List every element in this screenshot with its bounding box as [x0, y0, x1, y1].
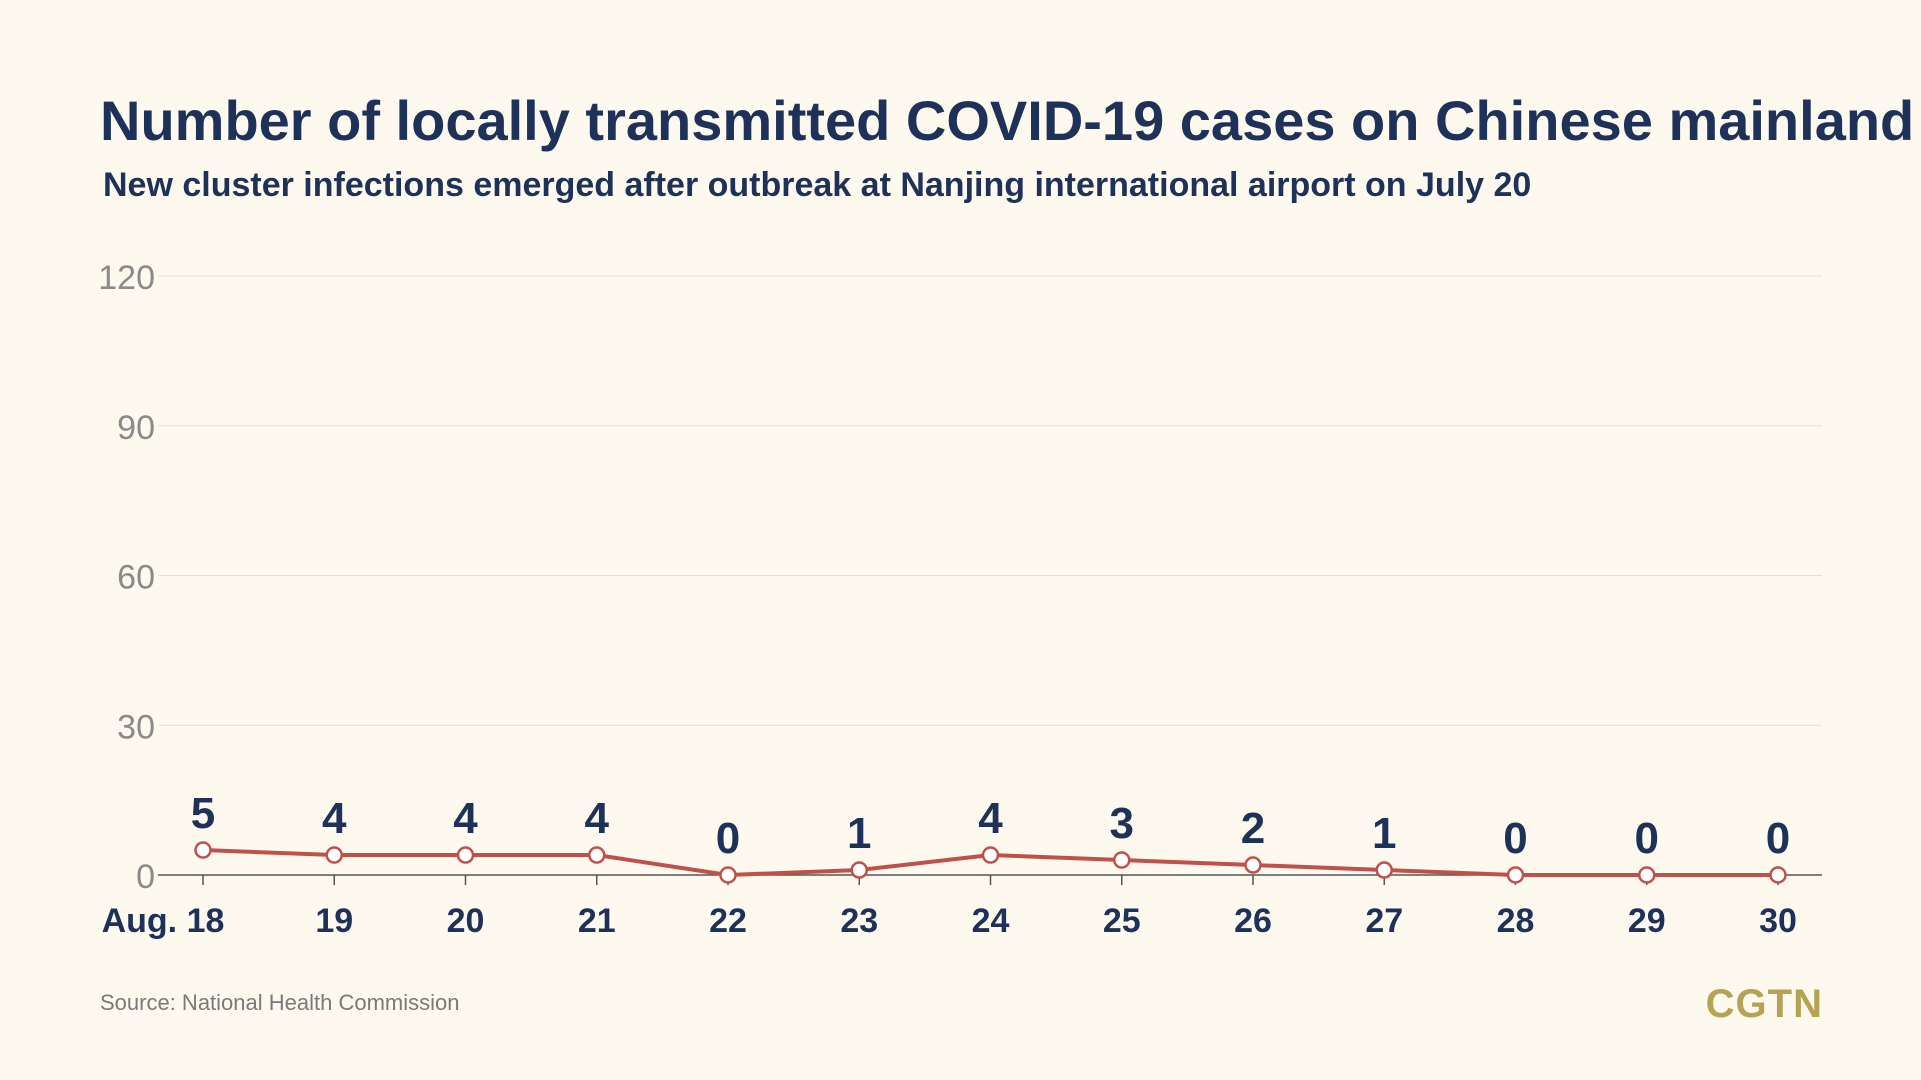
data-point: [194, 841, 212, 859]
y-axis-ticks: 0 30 60 90 120: [98, 259, 155, 896]
cgtn-logo: CGTN: [1705, 982, 1823, 1026]
y-tick-label: 120: [98, 259, 155, 297]
x-tick-label: 24: [972, 902, 1010, 940]
data-point: [719, 866, 737, 884]
chart-subtitle: New cluster infections emerged after out…: [103, 166, 1532, 204]
data-label: 1: [847, 809, 871, 858]
x-tick-label: 28: [1497, 902, 1535, 940]
data-label: 2: [1241, 804, 1265, 853]
data-point: [850, 861, 868, 879]
data-points: [194, 841, 1787, 884]
data-label: 4: [978, 794, 1003, 843]
x-tick-label: 21: [578, 902, 616, 940]
x-tick-label: 22: [709, 902, 747, 940]
y-tick-label: 60: [117, 559, 155, 597]
data-label: 0: [1766, 814, 1790, 863]
x-tick-label: 27: [1365, 902, 1403, 940]
chart-title: Number of locally transmitted COVID-19 c…: [100, 89, 1915, 152]
data-point: [325, 846, 343, 864]
data-point: [1638, 866, 1656, 884]
data-label: 3: [1110, 799, 1134, 848]
data-label: 5: [191, 789, 215, 838]
x-tick-label: 19: [315, 902, 353, 940]
y-tick-label: 0: [136, 858, 155, 896]
x-tick-label: 29: [1628, 902, 1666, 940]
data-label: 4: [585, 794, 610, 843]
data-label: 0: [1503, 814, 1527, 863]
data-label: 1: [1372, 809, 1396, 858]
data-point: [456, 846, 475, 864]
data-label: 0: [716, 814, 740, 863]
x-tick-label: 26: [1234, 902, 1272, 940]
data-labels: 5 4 4 4 0 1 4 3 2 1 0 0 0: [191, 789, 1790, 863]
data-label: 4: [322, 794, 347, 843]
x-tick-label: 23: [840, 902, 878, 940]
y-tick-label: 30: [117, 708, 155, 746]
x-axis-ticks: Aug. 18 19 20 21 22 23 24 25 26 27 28 29 30: [102, 875, 1797, 940]
y-tick-label: 90: [117, 409, 155, 447]
data-point: [981, 846, 1000, 864]
data-point: [1769, 866, 1787, 884]
data-label: 4: [453, 794, 478, 843]
data-point: [588, 846, 606, 864]
data-point: [1244, 856, 1262, 874]
source-note: Source: National Health Commission: [100, 990, 460, 1015]
x-tick-label: Aug. 18: [102, 902, 225, 940]
data-point: [1375, 861, 1393, 879]
data-label: 0: [1635, 814, 1659, 863]
data-point: [1113, 851, 1131, 869]
grid-layer: [158, 275, 1822, 726]
x-tick-label: 25: [1103, 902, 1141, 940]
x-tick-label: 30: [1759, 902, 1797, 940]
data-point: [1506, 866, 1525, 884]
x-tick-label: 20: [447, 902, 485, 940]
